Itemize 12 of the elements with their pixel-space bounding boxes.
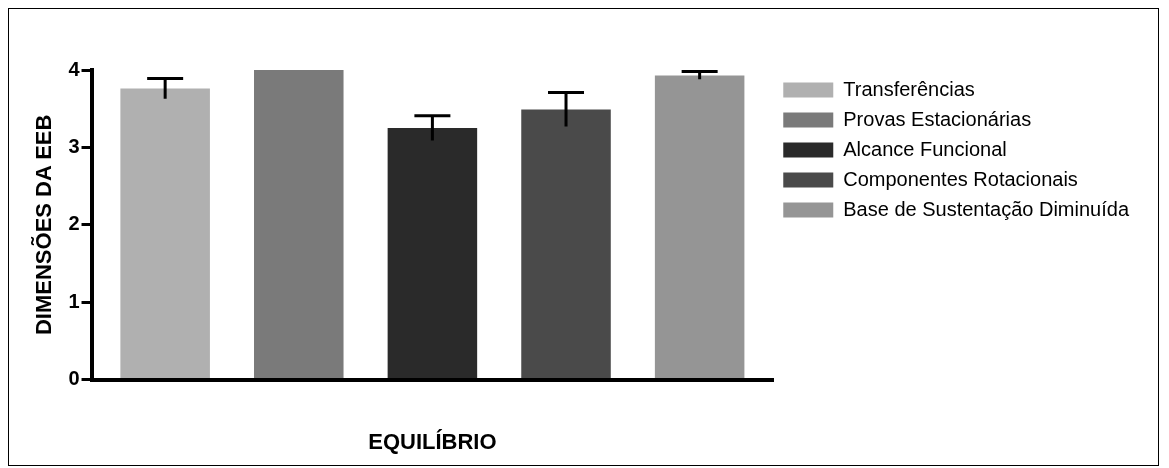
y-tick-label: 1 (68, 289, 80, 312)
legend-label: Provas Estacionárias (843, 107, 1032, 130)
legend-label: Alcance Funcional (843, 137, 1007, 160)
y-axis-title: DIMENSÕES DA EEB (31, 114, 57, 336)
y-tick-label: 4 (68, 57, 81, 80)
legend-label: Base de Sustentação Diminuída (843, 197, 1130, 220)
y-tick-label: 0 (68, 367, 80, 390)
x-axis-title: EQUILÍBRIO (368, 428, 497, 454)
legend-label: Componentes Rotacionais (843, 167, 1078, 190)
y-tick-label: 3 (68, 134, 80, 157)
y-tick-label: 2 (68, 212, 80, 235)
legend-label: Transferências (843, 77, 975, 100)
